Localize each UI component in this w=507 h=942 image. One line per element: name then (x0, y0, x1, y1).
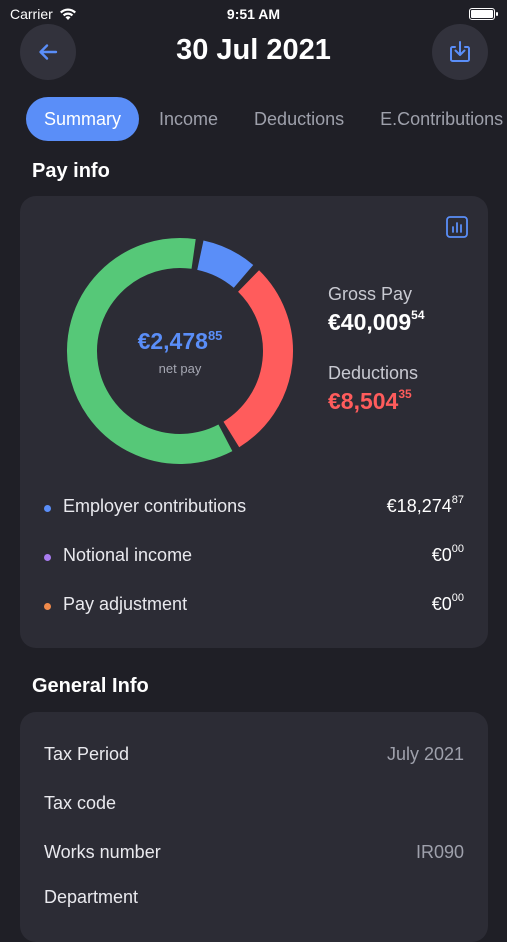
deductions-value: €8,50435 (328, 387, 418, 415)
legend-value: €000 (431, 592, 464, 615)
battery-icon (469, 8, 498, 20)
tab-e-contributions[interactable]: E.Contributions (380, 109, 504, 129)
net-pay-amount: €2,478 (138, 328, 209, 354)
gross-pay-stat: Gross Pay €40,00954 (328, 284, 425, 336)
carrier-indicator: Carrier (10, 6, 77, 22)
back-button[interactable] (20, 24, 76, 80)
legend-label: Pay adjustment (63, 594, 188, 614)
legend-cents: 87 (451, 494, 464, 506)
gross-pay-cents: 54 (411, 308, 425, 323)
legend-label: Employer contributions (63, 496, 247, 516)
general-info-card: Tax Period July 2021 Tax code Works numb… (20, 712, 488, 942)
legend-row-notional-income: Notional income €000 (44, 543, 464, 573)
page-title: 30 Jul 2021 (176, 34, 331, 66)
legend-dot (44, 505, 51, 512)
tab-bar: Summary Income Deductions E.Contributions (26, 97, 507, 141)
wifi-icon (59, 7, 76, 20)
legend-cents: 00 (451, 592, 464, 604)
legend-amount: €0 (431, 594, 452, 614)
legend-dot (44, 603, 51, 610)
info-row-tax-period: Tax Period July 2021 (44, 744, 464, 774)
gross-pay-amount: €40,009 (328, 309, 412, 335)
deductions-label: Deductions (328, 363, 419, 383)
info-label: Works number (44, 842, 161, 862)
net-pay-label: net pay (159, 361, 202, 376)
legend-value: €18,27487 (386, 494, 464, 517)
download-icon (450, 41, 470, 62)
info-row-tax-code: Tax code (44, 793, 464, 823)
deductions-cents: 35 (398, 387, 412, 402)
legend-amount: €18,274 (386, 496, 452, 516)
info-label: Tax Period (44, 744, 130, 764)
legend-cents: 00 (451, 543, 464, 555)
net-pay-donut-chart: €2,47885 net pay (67, 238, 293, 464)
info-row-works-number: Works number IR090 (44, 842, 464, 872)
bar-chart-icon[interactable] (445, 215, 469, 239)
pay-info-title: Pay info (32, 160, 110, 182)
legend-value: €000 (431, 543, 464, 566)
svg-text:€2,47885: €2,47885 (138, 328, 223, 354)
download-button[interactable] (432, 24, 488, 80)
legend-row-employer-contributions: Employer contributions €18,27487 (44, 494, 464, 524)
info-label: Tax code (44, 793, 117, 813)
pay-info-card: €2,47885 net pay Gross Pay €40,00954 Ded… (20, 196, 488, 648)
arrow-left-icon (39, 44, 58, 60)
status-bar: Carrier 9:51 AM (0, 0, 507, 28)
deductions-amount: €8,504 (328, 388, 399, 414)
info-label: Department (44, 887, 139, 907)
gross-pay-value: €40,00954 (328, 308, 425, 336)
general-info-title: General Info (32, 675, 149, 697)
info-row-department: Department (44, 887, 464, 917)
deductions-stat: Deductions €8,50435 (328, 363, 418, 415)
donut-segment-employer-contributions (196, 240, 254, 289)
donut-segment-net-pay (67, 238, 233, 464)
donut-segment-deductions (223, 270, 293, 448)
status-time: 9:51 AM (226, 6, 281, 22)
tab-deductions[interactable]: Deductions (254, 109, 345, 129)
legend-row-pay-adjustment: Pay adjustment €000 (44, 592, 464, 622)
header: 30 Jul 2021 (0, 24, 507, 82)
info-value: IR090 (415, 842, 464, 862)
carrier-label: Carrier (10, 6, 53, 22)
legend-dot (44, 554, 51, 561)
tab-summary[interactable]: Summary (26, 97, 140, 141)
info-value: July 2021 (386, 744, 464, 764)
tab-income[interactable]: Income (159, 109, 219, 129)
gross-pay-label: Gross Pay (328, 284, 413, 304)
legend-amount: €0 (431, 545, 452, 565)
net-pay-cents: 85 (208, 328, 222, 343)
legend-label: Notional income (63, 545, 193, 565)
